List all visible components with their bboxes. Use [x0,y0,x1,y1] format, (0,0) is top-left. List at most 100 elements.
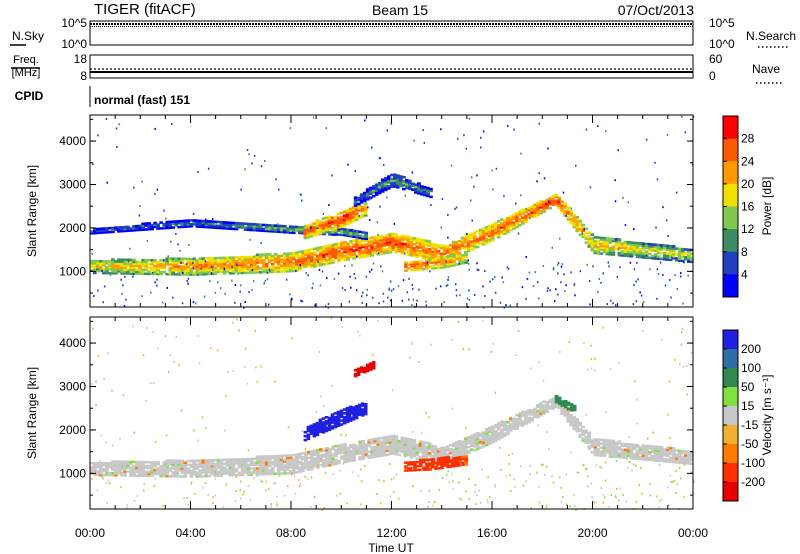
echo-cell [295,453,299,456]
echo-cell [457,453,462,457]
echo-cell [183,269,188,272]
echo-cell [301,465,305,469]
echo-cell [448,455,453,459]
echo-cell [424,441,429,445]
echo-cell [195,465,200,468]
noise-cell [411,343,413,346]
echo-cell [593,243,598,247]
echo-cell [503,424,507,428]
noise-cell [328,204,330,206]
noise-cell [120,486,122,489]
echo-cell [515,211,519,215]
echo-cell [405,182,409,186]
echo-cell [201,271,206,274]
echo-cell [445,247,450,250]
echo-cell [614,238,619,241]
echo-cell [201,461,206,464]
noise-cell [614,179,616,182]
echo-cell [334,454,338,458]
echo-cell [207,272,212,276]
echo-cell [111,462,115,465]
echo-cell [530,209,534,212]
echo-cell [174,459,179,462]
echo-cell [371,367,376,370]
echo-cell [458,456,462,459]
echo-cell [210,220,215,223]
echo-cell [355,239,359,242]
echo-cell [361,231,365,234]
noise-cell [270,505,272,508]
echo-cell [524,416,528,420]
echo-cell [123,258,127,262]
echo-cell [587,237,592,240]
echo-cell [349,255,353,259]
echo-cell [204,270,209,274]
echo-cell [677,251,682,255]
noise-cell [339,469,341,472]
echo-cell [488,228,492,232]
echo-cell [313,259,317,262]
echo-cell [449,461,453,464]
echo-cell [390,185,394,189]
echo-cell [415,251,420,254]
echo-cell [108,266,112,269]
echo-cell [414,191,418,194]
echo-cell [494,221,498,225]
echo-cell [485,233,489,237]
echo-cell [463,439,468,442]
echo-cell [228,221,233,225]
noise-cell [632,303,635,306]
noise-cell [532,285,535,287]
echo-cell [617,238,622,241]
echo-cell [515,221,519,225]
echo-cell [331,463,335,466]
echo-cell [237,261,242,265]
echo-cell [231,258,236,261]
echo-cell [340,233,344,237]
noise-cell [322,405,325,408]
noise-cell [97,134,99,137]
echo-cell [240,224,245,227]
noise-cell [614,200,617,203]
echo-cell [240,256,245,259]
noise-cell [163,209,165,212]
echo-cell [575,227,580,231]
echo-cell [207,264,212,268]
echo-cell [295,463,299,466]
echo-cell [536,411,540,415]
echo-cell [665,452,670,456]
echo-cell [135,470,139,474]
noise-cell [458,262,460,265]
echo-cell [581,229,586,233]
echo-cell [653,245,658,249]
echo-cell [132,258,136,262]
noise-cell [102,301,104,304]
echo-cell [433,255,438,258]
echo-cell [629,445,634,448]
echo-cell [644,244,649,248]
echo-cell [557,198,561,202]
echo-cell [162,469,167,472]
echo-cell [436,451,441,455]
echo-cell [373,249,378,253]
noise-cell [211,266,213,269]
echo-cell [605,443,610,446]
echo-cell [354,210,359,214]
echo-cell [255,271,260,274]
echo-cell [641,242,646,245]
echo-cell [668,250,673,254]
echo-cell [430,254,435,258]
echo-cell [406,237,411,241]
echo-cell [249,259,254,263]
echo-cell [93,261,97,265]
echo-cell [434,262,438,266]
noise-cell [587,475,589,478]
echo-cell [458,460,462,463]
echo-cell [423,189,427,193]
echo-cell [349,245,353,249]
echo-cell [644,454,649,457]
echo-cell [180,475,185,478]
echo-cell [318,228,323,231]
echo-cell [587,441,592,444]
noise-cell [378,302,380,305]
